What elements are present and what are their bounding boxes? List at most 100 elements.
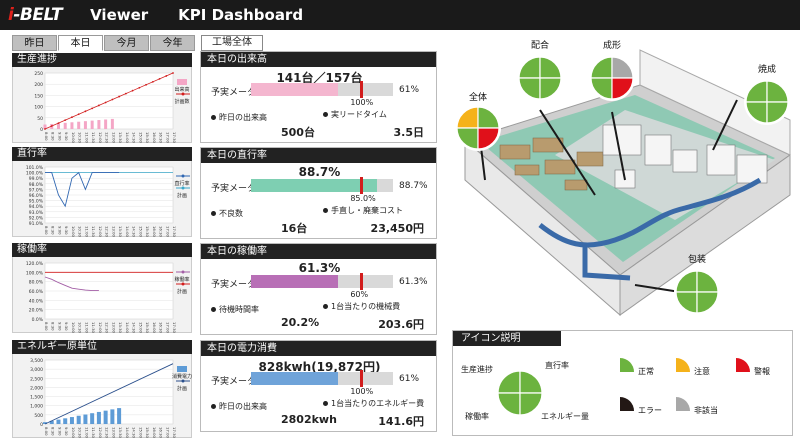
- x-tick-label: 8:30: [51, 132, 56, 141]
- x-tick-label: 8:00: [44, 132, 49, 141]
- y-tick-label: 97.0%: [29, 187, 44, 193]
- bar: [56, 419, 61, 424]
- x-tick-label: 16:30: [159, 132, 164, 143]
- x-tick-label: 13:00: [111, 322, 116, 333]
- legend-operating-rate: 稼働率: [465, 412, 489, 421]
- x-tick-label: 11:00: [84, 427, 89, 438]
- badge-quadrant: [539, 56, 562, 79]
- sub-metric-2-value: 23,450円: [370, 222, 424, 235]
- x-tick-label: 13:30: [118, 427, 123, 438]
- x-tick-label: 11:30: [91, 427, 96, 438]
- kpi-card[interactable]: 本日の電力消費 828kwh(19,872円) 予実メータ 61% 100% 昨…: [200, 340, 437, 432]
- x-tick-label: 10:30: [78, 226, 83, 237]
- kpi-card[interactable]: 本日の稼働率 61.3% 予実メータ 61.3% 60% 待機時間率 1台当たり…: [200, 243, 437, 335]
- bar: [56, 123, 60, 129]
- badge-quadrant: [766, 101, 789, 124]
- status-label: 正常: [638, 367, 654, 376]
- rate-line: [44, 276, 99, 291]
- x-tick-label: 12:30: [105, 322, 110, 333]
- panel-title: 生産進捗: [12, 53, 192, 67]
- badge-label: 焼成: [758, 63, 776, 75]
- x-tick-label: 17:00: [165, 322, 170, 333]
- badge-overall[interactable]: [455, 105, 501, 151]
- status-label: 注意: [694, 366, 710, 376]
- x-tick-label: 11:30: [91, 132, 96, 143]
- x-tick-label: 15:30: [145, 427, 150, 438]
- conveyor: [538, 177, 762, 248]
- y-tick-label: 101.0%: [26, 165, 44, 171]
- plan-point: [77, 113, 80, 116]
- badge-quadrant: [539, 77, 562, 100]
- legend-sample-badge[interactable]: [496, 369, 544, 417]
- progress-meter: [251, 81, 393, 98]
- bar: [69, 417, 74, 424]
- wall-back: [639, 49, 791, 156]
- status-swatch: [676, 358, 690, 372]
- x-tick-label: 15:30: [145, 132, 150, 143]
- bar: [43, 422, 47, 424]
- target-marker: [360, 177, 364, 194]
- tab-this-month[interactable]: 今月: [104, 35, 149, 51]
- status-swatch: [676, 397, 690, 411]
- x-tick-label: 15:00: [138, 132, 143, 143]
- direct-rate-panel[interactable]: 直行率 101.0% 100.0% 99.0% 98.0% 97.0% 96.0% 95.0…: [12, 147, 192, 237]
- conveyor-branch: [582, 245, 631, 281]
- x-tick-label: 9:00: [57, 322, 62, 331]
- x-tick-label: 10:30: [78, 427, 83, 438]
- energy-panel[interactable]: エネルギー原単位 3,500 3,000 2,500 2,000 1,500 1,000 5…: [12, 340, 192, 438]
- kpi-title: 本日の稼働率: [201, 244, 436, 259]
- target-marker: [360, 81, 364, 98]
- y-tick-label: 250: [34, 71, 43, 77]
- section-label: 工場全体: [201, 35, 263, 51]
- target-label: 100%: [350, 387, 374, 396]
- y-tick-label: 3,000: [30, 367, 43, 373]
- x-tick-label: 9:30: [64, 427, 69, 436]
- bar: [63, 122, 67, 129]
- target-label: 85.0%: [350, 194, 376, 203]
- x-tick-label: 8:00: [44, 226, 49, 235]
- legend-swatch: [177, 366, 187, 372]
- tab-yesterday[interactable]: 昨日: [12, 35, 57, 51]
- badge-packaging[interactable]: [674, 269, 720, 315]
- badge-firing[interactable]: [744, 79, 790, 125]
- legend-label: 直行率: [174, 180, 189, 187]
- production-progress-panel[interactable]: 生産進捗 250 200 150 100 50 0 8:00 8:30 9:00 9:30 10:0…: [12, 53, 192, 143]
- x-tick-label: 11:00: [84, 226, 89, 237]
- badge-molding[interactable]: [589, 55, 635, 101]
- app-logo: i-BELT: [8, 5, 63, 25]
- y-tick-label: 98.0%: [29, 182, 44, 188]
- x-tick-label: 12:30: [105, 427, 110, 438]
- plan-point: [145, 83, 147, 86]
- status-key: エラー: [620, 397, 662, 415]
- x-tick-label: 9:00: [57, 226, 62, 235]
- target-label: 60%: [350, 290, 369, 299]
- x-tick-label: 13:30: [118, 226, 123, 237]
- operating-rate-panel[interactable]: 稼働率 120.0% 100.0% 80.0% 60.0% 40.0% 20.0% 0.0%…: [12, 243, 192, 333]
- x-tick-label: 13:00: [111, 226, 116, 237]
- y-tick-label: 92.0%: [29, 215, 44, 221]
- x-tick-label: 16:00: [152, 132, 157, 143]
- x-tick-label: 12:00: [98, 226, 103, 237]
- sub-metric-1-value: 500台: [281, 126, 315, 139]
- legend-label: 計画: [177, 385, 187, 392]
- energy-chart: 3,500 3,000 2,500 2,000 1,500 1,000 500 08:00 8:…: [30, 358, 192, 438]
- x-tick-label: 13:30: [118, 322, 123, 333]
- y-tick-label: 94.0%: [29, 204, 44, 210]
- x-tick-label: 11:00: [84, 132, 89, 143]
- plan-point: [172, 72, 174, 74]
- badge-quadrant: [675, 291, 698, 314]
- kpi-card[interactable]: 本日の出来高 141台／157台 予実メータ 61% 100% 昨日の出来高 実…: [200, 51, 437, 143]
- x-tick-label: 14:00: [125, 427, 130, 438]
- progress-meter: [251, 177, 393, 194]
- badge-quadrant: [696, 270, 719, 293]
- kpi-card[interactable]: 本日の直行率 88.7% 予実メータ 88.7% 85.0% 不良数 手直し・廃…: [200, 147, 437, 239]
- tab-this-year[interactable]: 今年: [150, 35, 195, 51]
- y-tick-label: 0: [40, 127, 43, 133]
- y-tick-label: 93.0%: [29, 210, 44, 216]
- badge-mixing[interactable]: [517, 55, 563, 101]
- plan-point: [124, 92, 127, 95]
- y-tick-label: 1,000: [30, 404, 43, 410]
- tab-today[interactable]: 本日: [58, 35, 103, 51]
- y-tick-label: 20.0%: [29, 308, 44, 314]
- x-tick-label: 9:00: [57, 132, 62, 141]
